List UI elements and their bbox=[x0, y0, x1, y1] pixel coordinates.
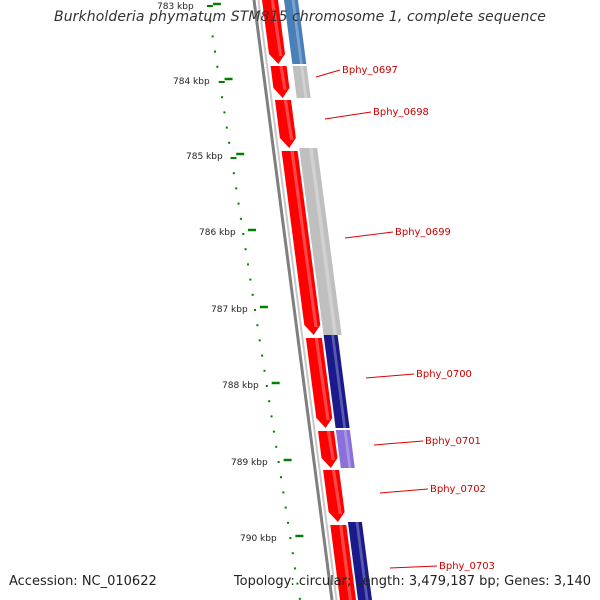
scale-label: 790 kbp bbox=[240, 534, 277, 544]
gene-arrow bbox=[270, 66, 290, 98]
backbone-line bbox=[252, 0, 334, 600]
scale-label: 784 kbp bbox=[173, 77, 210, 87]
leader-line bbox=[389, 565, 438, 569]
scale-label: 786 kbp bbox=[199, 228, 236, 238]
accession-text: Accession: NC_010622 bbox=[9, 574, 157, 589]
gene-label: Bphy_0699 bbox=[395, 227, 451, 238]
gene-arrow bbox=[330, 525, 356, 600]
leader-line bbox=[315, 69, 341, 78]
scale-label: 789 kbp bbox=[231, 458, 268, 468]
scale-labels: 783 kbp 784 kbp 785 kbp 786 kbp 787 kbp 788 k… bbox=[157, 2, 277, 544]
gene-feature-gray bbox=[292, 66, 311, 98]
leader-line bbox=[373, 440, 424, 446]
backbone-lines bbox=[252, 0, 338, 600]
gene-arrow bbox=[323, 470, 345, 522]
gene-label-group: Bphy_0697 bbox=[315, 65, 398, 78]
backbone-line bbox=[257, 0, 338, 600]
gene-label: Bphy_0703 bbox=[439, 561, 495, 572]
gene-label-group: Bphy_0703 bbox=[389, 561, 495, 572]
leader-line bbox=[365, 373, 415, 379]
gene-labels: Bphy_0697 Bphy_0698 Bphy_0699 Bphy_0700 Bphy… bbox=[315, 65, 495, 572]
scale-label: 785 kbp bbox=[186, 152, 223, 162]
gene-label: Bphy_0702 bbox=[430, 484, 486, 495]
gene-label-group: Bphy_0699 bbox=[344, 227, 451, 239]
gene-label: Bphy_0701 bbox=[425, 436, 481, 447]
leader-line bbox=[379, 488, 429, 494]
gene-feature-gray bbox=[299, 148, 342, 335]
gene-arrow bbox=[305, 338, 333, 428]
map-title: Burkholderia phymatum STM815 chromosome … bbox=[53, 9, 546, 25]
gene-arrow bbox=[281, 151, 321, 335]
scale-ticks bbox=[206, 2, 304, 600]
gene-feature-lavender bbox=[335, 430, 355, 468]
gene-arrow bbox=[275, 100, 296, 148]
scale-label: 787 kbp bbox=[211, 305, 248, 315]
gene-feature-blue bbox=[284, 0, 307, 64]
gene-label: Bphy_0697 bbox=[342, 65, 398, 76]
gene-label-group: Bphy_0700 bbox=[365, 369, 472, 380]
gene-arrow bbox=[262, 0, 285, 64]
gene-feature-navy bbox=[323, 335, 350, 428]
scale-label: 788 kbp bbox=[222, 381, 259, 391]
gene-arrow bbox=[318, 431, 338, 468]
leader-line bbox=[324, 111, 372, 120]
gene-label: Bphy_0700 bbox=[416, 369, 472, 380]
gene-label-group: Bphy_0702 bbox=[379, 484, 486, 495]
gene-label-group: Bphy_0698 bbox=[324, 107, 429, 120]
leader-line bbox=[344, 231, 394, 239]
scale-label: 783 kbp bbox=[157, 2, 194, 12]
gene-label-group: Bphy_0701 bbox=[373, 436, 481, 447]
gene-feature-navy bbox=[347, 522, 372, 600]
sequence-summary: Topology: circular; Length: 3,479,187 bp… bbox=[233, 574, 591, 589]
gene-features bbox=[262, 0, 372, 600]
gene-label: Bphy_0698 bbox=[373, 107, 429, 118]
